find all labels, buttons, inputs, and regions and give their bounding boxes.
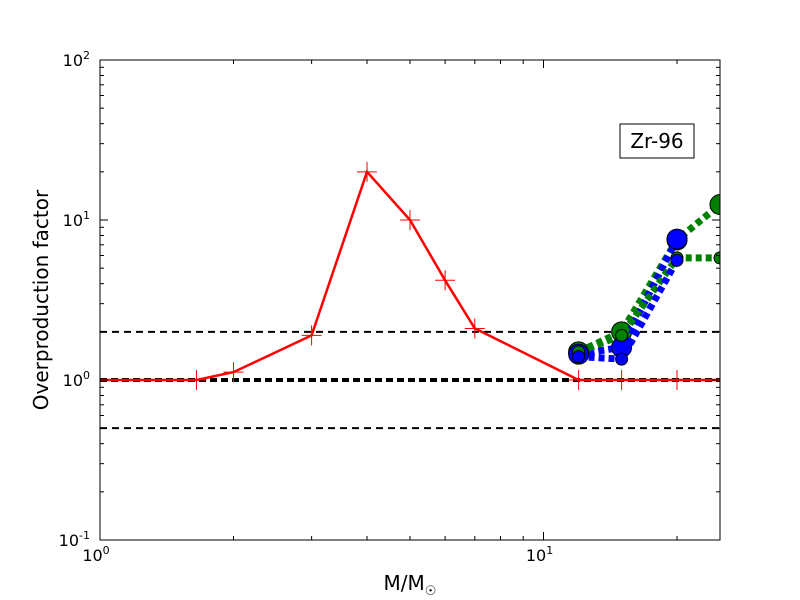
- series-0: [100, 161, 720, 390]
- y-axis-label: Overproduction factor: [29, 189, 53, 410]
- y-tick-label-base-2: 10: [63, 211, 83, 230]
- x-tick-label-base-0: 10: [82, 546, 102, 565]
- y-tick-label-base-1: 10: [63, 371, 83, 390]
- series-0-point-2: [223, 362, 244, 383]
- series-3-point-3: [713, 251, 720, 265]
- y-tick-label-1: 100: [63, 369, 90, 390]
- y-tick-label-exp-2: 1: [83, 209, 90, 222]
- x-tick-label-exp-0: 0: [103, 544, 110, 557]
- y-tick-label-exp-3: 2: [83, 49, 90, 62]
- series-3-point-1: [615, 328, 629, 342]
- series-4-point-3: [709, 193, 720, 215]
- series-0-point-4: [357, 161, 378, 182]
- y-tick-label-2: 101: [63, 209, 90, 230]
- series-2-point-2: [666, 228, 688, 250]
- x-tick-label-base-1: 10: [526, 546, 546, 565]
- series-0-point-8: [568, 370, 589, 390]
- series-1-point-1: [615, 352, 629, 366]
- x-tick-label-0: 100: [82, 544, 109, 565]
- series-0-point-10: [667, 370, 688, 390]
- x-tick-label-1: 101: [526, 544, 553, 565]
- y-tick-label-base-3: 10: [63, 51, 83, 70]
- annotation-label: Zr-96: [630, 129, 683, 153]
- annotation-box: Zr-96: [619, 123, 695, 159]
- x-axis-label-main: M/M: [384, 571, 425, 595]
- series-0-point-6: [435, 270, 456, 291]
- series-0-point-1: [186, 370, 207, 390]
- x-axis-label: M/M☉: [384, 571, 437, 599]
- annotation-frame: [619, 123, 695, 159]
- series-0-point-5: [400, 210, 420, 230]
- y-tick-label-0: 10-1: [59, 529, 90, 550]
- series-1: [572, 253, 684, 366]
- series-1-point-2: [670, 253, 684, 267]
- y-tick-label-exp-0: -1: [79, 529, 90, 542]
- plot-background: [100, 60, 720, 540]
- series-0-point-7: [464, 318, 485, 339]
- y-tick-label-base-0: 10: [59, 531, 79, 550]
- series-0-point-9: [611, 370, 632, 390]
- x-tick-label-exp-1: 1: [546, 544, 553, 557]
- y-tick-label-3: 102: [63, 49, 90, 70]
- series-0-point-3: [301, 325, 322, 346]
- y-tick-label-exp-1: 0: [83, 369, 90, 382]
- x-axis-label-sub: ☉: [425, 584, 437, 599]
- series-line-3: [577, 254, 720, 356]
- series-1-point-0: [572, 350, 586, 364]
- series-layer: [100, 161, 720, 390]
- plot-frame: [99, 59, 721, 541]
